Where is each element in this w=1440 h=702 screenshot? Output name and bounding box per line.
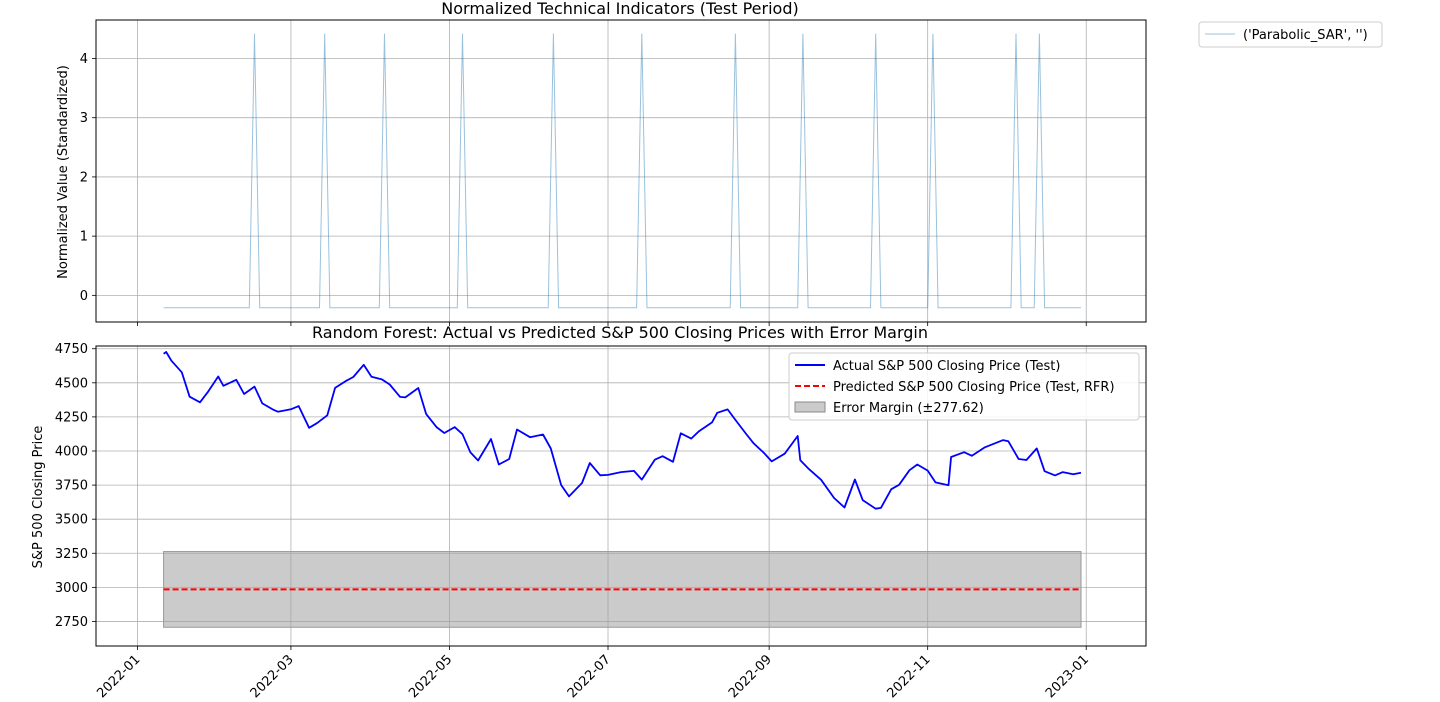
top-y-tick-label: 0 xyxy=(80,289,88,304)
bottom-x-tick-label: 2022-01 xyxy=(94,652,143,701)
bottom-chart: Random Forest: Actual vs Predicted S&P 5… xyxy=(31,323,1147,701)
top-chart-y-ticks: 0 1 2 3 4 xyxy=(80,52,96,304)
bottom-chart-ylabel: S&P 500 Closing Price xyxy=(31,426,46,569)
bottom-chart-title: Random Forest: Actual vs Predicted S&P 5… xyxy=(312,323,928,342)
bottom-x-tick-label: 2022-05 xyxy=(406,652,455,701)
legend-swatch-error xyxy=(794,401,826,413)
bottom-y-tick-label: 3750 xyxy=(55,479,88,494)
top-y-tick-label: 4 xyxy=(80,52,88,67)
bottom-y-tick-label: 4000 xyxy=(55,445,88,460)
bottom-y-tick-label: 2750 xyxy=(55,615,88,630)
bottom-chart-frame xyxy=(95,345,1147,647)
bottom-x-tick-label: 2022-09 xyxy=(726,652,775,701)
top-chart: Normalized Technical Indicators (Test Pe… xyxy=(56,0,1383,326)
legend-label-error: Error Margin (±277.62) xyxy=(833,401,984,416)
top-chart-grid xyxy=(96,20,1146,322)
top-chart-series xyxy=(163,33,1081,309)
top-y-tick-label: 3 xyxy=(80,111,88,126)
top-chart-ylabel: Normalized Value (Standardized) xyxy=(56,65,71,279)
bottom-y-tick-label: 3000 xyxy=(55,581,88,596)
top-y-tick-label: 2 xyxy=(80,170,88,185)
error-margin-band xyxy=(163,551,1082,628)
bottom-x-tick-label: 2023-01 xyxy=(1043,652,1092,701)
bottom-y-tick-label: 3250 xyxy=(55,547,88,562)
parabolic-sar-line xyxy=(163,33,1081,309)
top-y-tick-label: 1 xyxy=(80,230,88,245)
bottom-chart-legend: Actual S&P 500 Closing Price (Test) Pred… xyxy=(788,352,1140,421)
bottom-legend-box xyxy=(788,352,1140,421)
bottom-y-tick-label: 4250 xyxy=(55,410,88,425)
top-legend-box xyxy=(1198,21,1383,48)
bottom-chart-series xyxy=(163,351,1082,591)
bottom-y-tick-label: 4750 xyxy=(55,342,88,357)
bottom-x-tick-label: 2022-03 xyxy=(248,652,297,701)
bottom-y-tick-label: 3500 xyxy=(55,513,88,528)
actual-price-line xyxy=(163,351,1082,510)
bottom-y-tick-label: 4500 xyxy=(55,376,88,391)
bottom-x-tick-label: 2022-11 xyxy=(884,652,933,701)
bottom-chart-x-ticks: 2022-01 2022-03 2022-05 2022-07 2022-09 2022-… xyxy=(94,646,1092,701)
top-chart-x-ticks xyxy=(137,322,1087,326)
legend-label-actual: Actual S&P 500 Closing Price (Test) xyxy=(833,359,1060,374)
top-chart-frame xyxy=(95,19,1147,323)
legend-label-predicted: Predicted S&P 500 Closing Price (Test, R… xyxy=(833,380,1115,395)
top-chart-title: Normalized Technical Indicators (Test Pe… xyxy=(441,0,798,18)
top-legend-label: ('Parabolic_SAR', '') xyxy=(1243,28,1368,43)
bottom-chart-error-band xyxy=(163,551,1082,628)
top-chart-legend: ('Parabolic_SAR', '') xyxy=(1198,21,1383,48)
bottom-chart-y-ticks: 2750 3000 3250 3500 3750 4000 4250 4500 4750 xyxy=(55,342,96,630)
bottom-x-tick-label: 2022-07 xyxy=(565,652,614,701)
